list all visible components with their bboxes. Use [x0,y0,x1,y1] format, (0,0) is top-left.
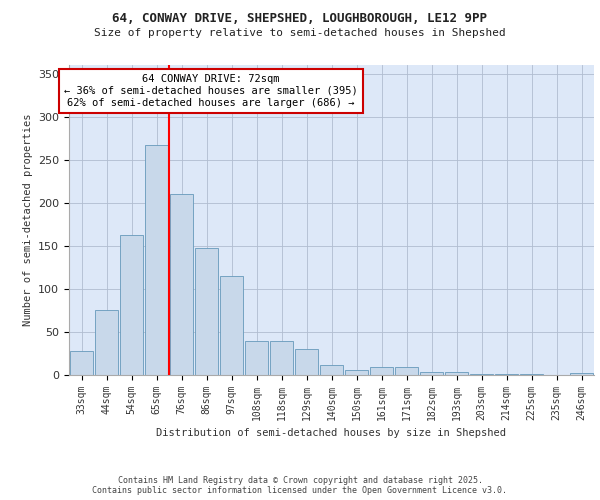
Bar [470,374,493,375]
Bar [395,367,418,375]
Text: Contains HM Land Registry data © Crown copyright and database right 2025.
Contai: Contains HM Land Registry data © Crown c… [92,476,508,495]
X-axis label: Distribution of semi-detached houses by size in Shepshed: Distribution of semi-detached houses by … [157,428,506,438]
Bar [520,374,543,375]
Bar [320,364,343,375]
Bar [570,374,593,375]
Bar [245,340,268,375]
Bar [495,374,518,375]
Bar [170,194,193,375]
Bar [195,248,218,375]
Bar [120,234,143,375]
Bar [445,372,468,375]
Bar [220,276,243,375]
Y-axis label: Number of semi-detached properties: Number of semi-detached properties [23,114,32,326]
Bar [270,340,293,375]
Bar [70,351,93,375]
Bar [295,349,318,375]
Bar [345,370,368,375]
Bar [420,372,443,375]
Text: Size of property relative to semi-detached houses in Shepshed: Size of property relative to semi-detach… [94,28,506,38]
Bar [95,310,118,375]
Text: 64 CONWAY DRIVE: 72sqm
← 36% of semi-detached houses are smaller (395)
62% of se: 64 CONWAY DRIVE: 72sqm ← 36% of semi-det… [64,74,358,108]
Bar [370,367,393,375]
Bar [145,145,168,375]
Text: 64, CONWAY DRIVE, SHEPSHED, LOUGHBOROUGH, LE12 9PP: 64, CONWAY DRIVE, SHEPSHED, LOUGHBOROUGH… [113,12,487,26]
